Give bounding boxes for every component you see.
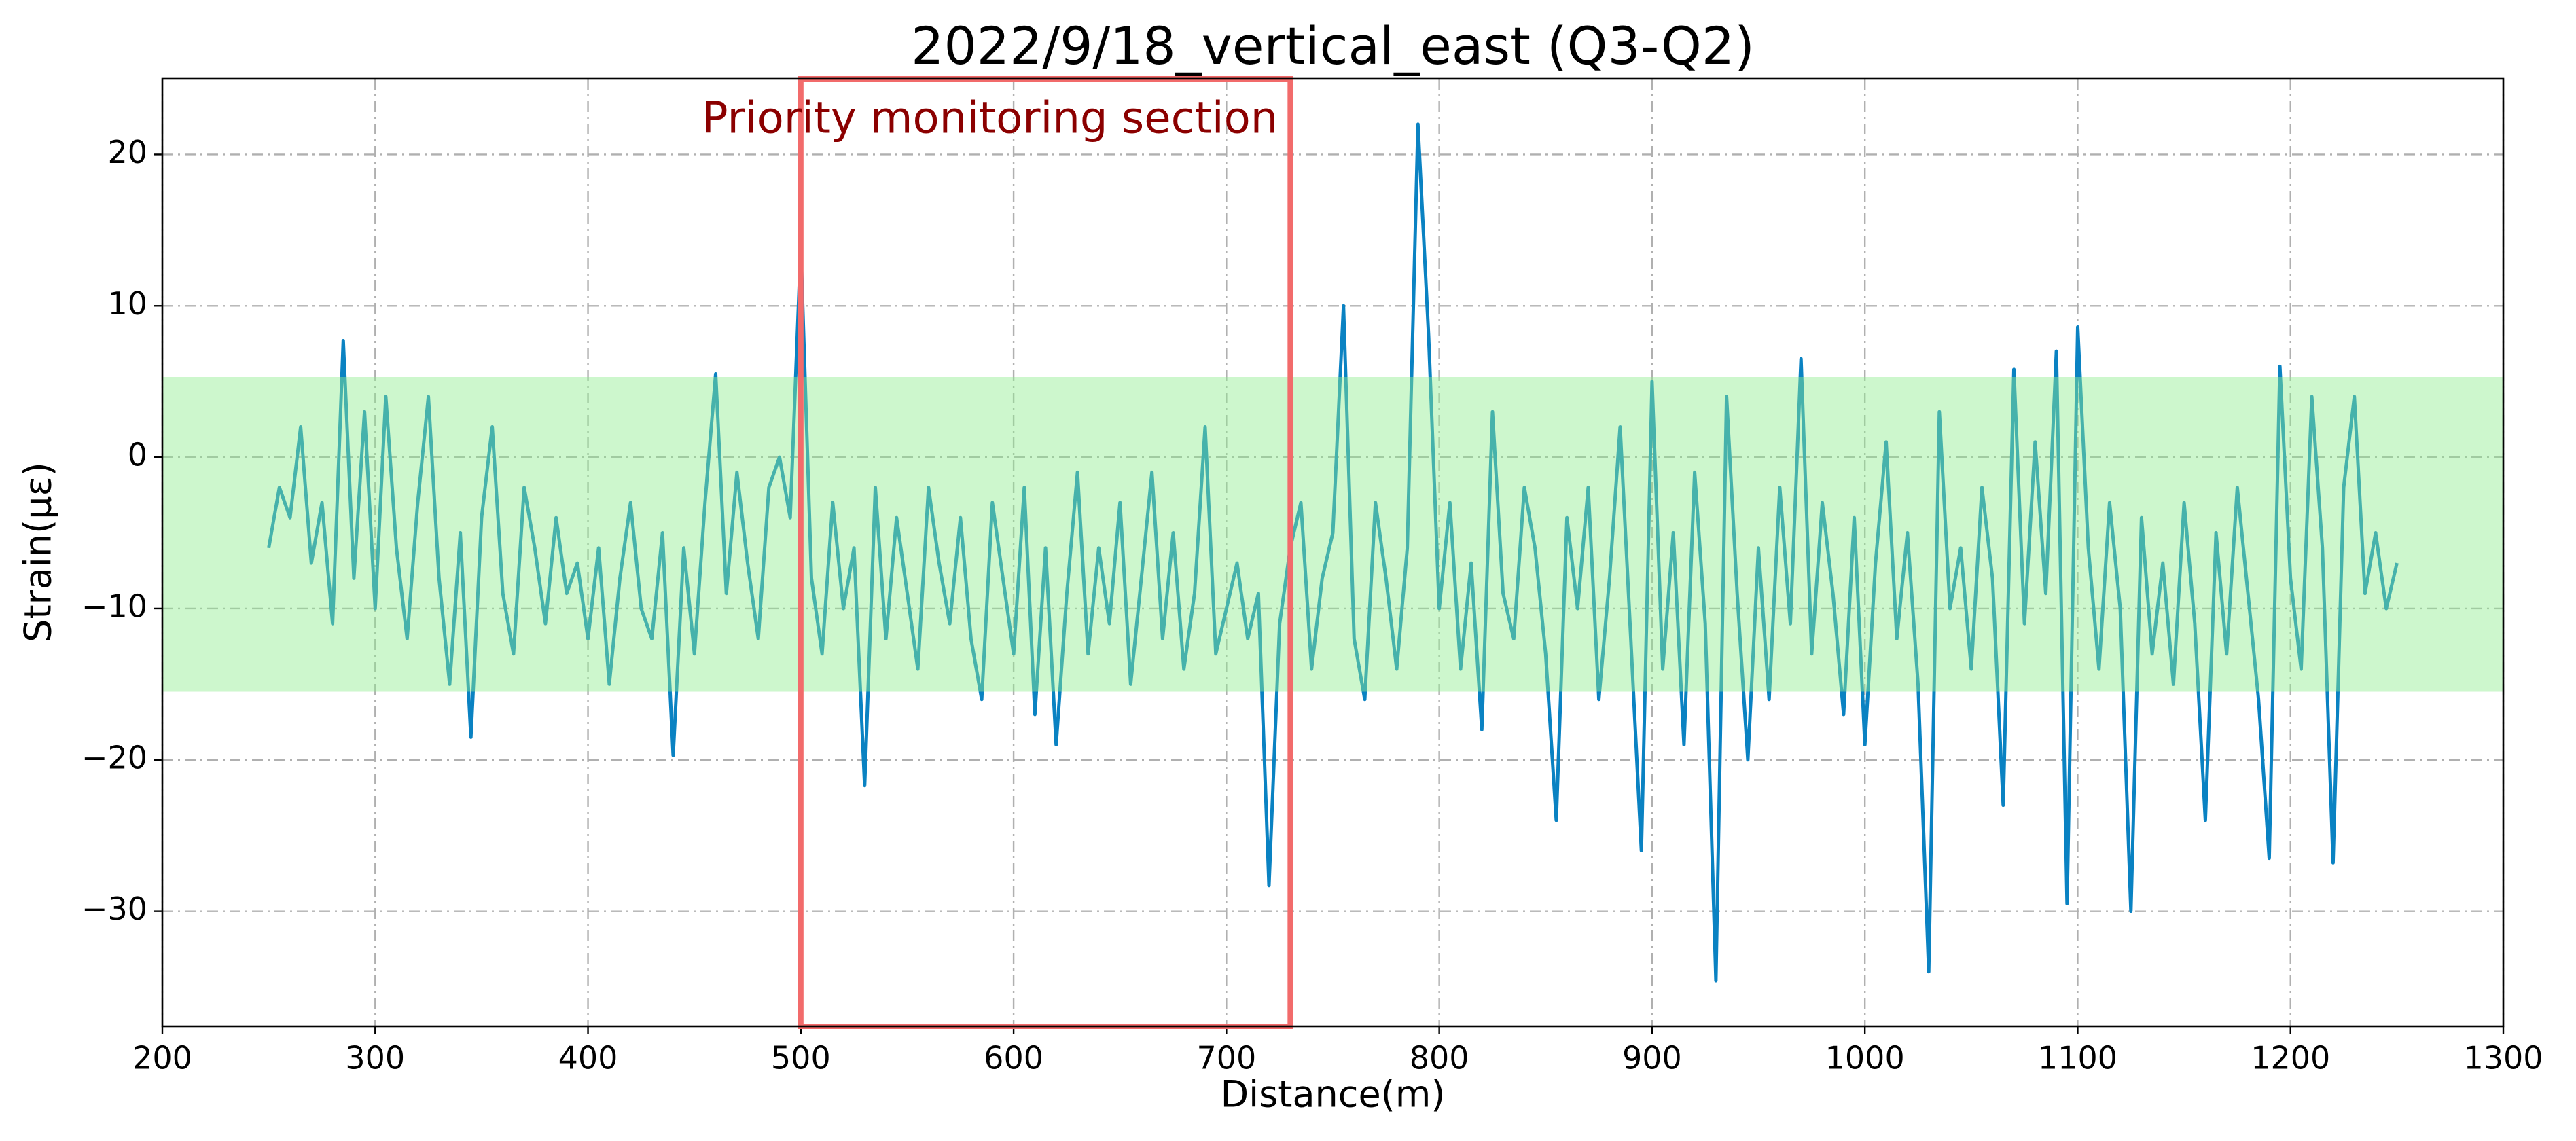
x-tick-label: 200 <box>132 1040 192 1076</box>
x-tick-label: 1000 <box>1825 1040 1905 1076</box>
x-tick-label: 300 <box>345 1040 405 1076</box>
x-axis-label: Distance(m) <box>1221 1073 1446 1116</box>
plot-frame <box>161 77 2505 1028</box>
data-line <box>267 122 2399 983</box>
y-tick-label: 0 <box>128 437 147 473</box>
y-tick-label: −30 <box>82 890 147 927</box>
x-tick-label: 1300 <box>2463 1040 2543 1076</box>
annotation: Priority monitoring section <box>702 94 1278 144</box>
y-tick-label: −20 <box>82 739 147 776</box>
y-tick-label: 10 <box>107 285 147 322</box>
x-tick-label: 700 <box>1196 1040 1256 1076</box>
x-tick-label: 1100 <box>2038 1040 2117 1076</box>
y-tick-label: −10 <box>82 587 147 624</box>
x-tick-label: 1200 <box>2251 1040 2330 1076</box>
x-tick-label: 900 <box>1622 1040 1682 1076</box>
y-axis-label: Strain(με) <box>17 462 60 642</box>
x-tick-label: 800 <box>1410 1040 1469 1076</box>
x-tick-label: 500 <box>771 1040 831 1076</box>
y-tick-label: 20 <box>107 134 147 170</box>
chart-title: 2022/9/18_vertical_east (Q3-Q2) <box>911 16 1755 76</box>
x-tick-label: 400 <box>558 1040 618 1076</box>
highlight-band <box>162 377 2503 692</box>
x-tick-label: 600 <box>984 1040 1043 1076</box>
